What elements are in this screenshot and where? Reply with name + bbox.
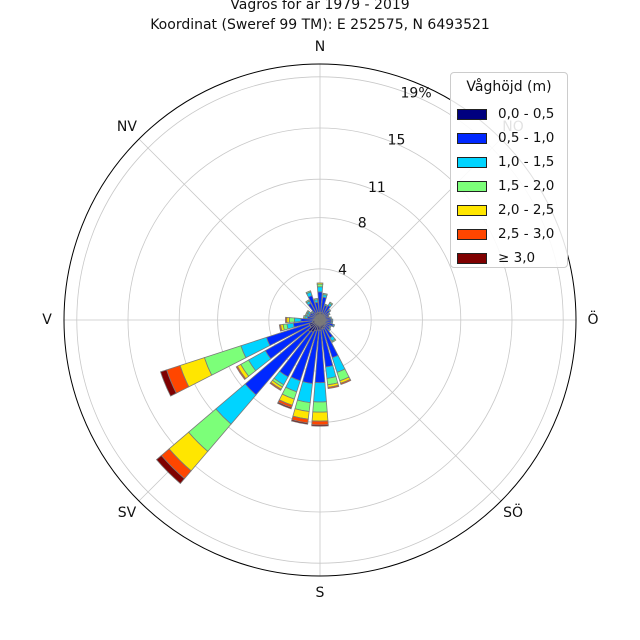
bar-segment-28-2 — [310, 310, 314, 314]
bar-segment-16-3 — [312, 401, 328, 413]
bar-segment-1-3 — [322, 292, 328, 296]
legend-label-2: 1,0 - 1,5 — [498, 154, 555, 170]
legend-label-1: 0,5 - 1,0 — [498, 130, 555, 146]
radial-tick-label-0: 4 — [338, 263, 347, 279]
legend-entry-0: 0,0 - 0,5 — [457, 106, 554, 122]
bar-segment-6-2 — [327, 315, 330, 318]
legend-swatch-6 — [457, 252, 487, 264]
bar-segment-16-4 — [311, 411, 329, 422]
legend: Våghöjd (m) 0,0 - 0,5 0,5 - 1,0 1,0 - 1,5 1… — [450, 72, 568, 268]
bar-segment-16-5 — [311, 420, 329, 426]
legend-swatch-4 — [457, 204, 487, 216]
legend-entry-4: 2,0 - 2,5 — [457, 202, 554, 218]
bar-segment-8-2 — [331, 318, 334, 322]
radial-tick-label-4: 19% — [401, 85, 432, 101]
direction-label-6: V — [42, 312, 52, 328]
bar-segment-11-2 — [328, 325, 332, 329]
bar-segment-0-2 — [316, 286, 324, 293]
legend-entry-5: 2,5 - 3,0 — [457, 226, 554, 242]
bar-segment-31-3 — [313, 297, 319, 301]
legend-swatch-1 — [457, 132, 487, 144]
bar-segment-25-3 — [303, 314, 306, 319]
bar-segment-15-2 — [325, 365, 337, 379]
bar-segment-0-4 — [316, 282, 324, 285]
legend-entry-2: 1,0 - 1,5 — [457, 154, 554, 170]
bar-segment-20-6 — [155, 454, 186, 485]
bar-segment-9-2 — [330, 320, 334, 324]
bar-segment-21-5 — [235, 365, 247, 380]
bar-segment-17-6 — [291, 419, 309, 425]
bar-segment-24-2 — [294, 317, 302, 323]
bar-segment-15-5 — [327, 384, 340, 390]
legend-entry-1: 0,5 - 1,0 — [457, 130, 554, 146]
bar-segment-30-3 — [305, 290, 312, 295]
grid-spoke-7 — [138, 138, 321, 321]
direction-label-3: SÖ — [503, 503, 523, 521]
polar-grid — [63, 63, 577, 577]
radial-tick-label-1: 8 — [358, 215, 367, 231]
bar-segment-22-6 — [160, 369, 177, 397]
legend-label-5: 2,5 - 3,0 — [498, 226, 555, 242]
bar-segment-3-3 — [328, 301, 334, 306]
legend-title: Våghöjd (m) — [466, 79, 552, 95]
bar-segment-26-3 — [304, 312, 308, 317]
bar-segment-2-2 — [324, 303, 329, 307]
bar-segment-4-2 — [327, 308, 332, 313]
bar-segment-12-2 — [327, 327, 332, 332]
bar-segment-7-2 — [329, 316, 332, 320]
bar-segment-16-6 — [311, 424, 329, 427]
outer-circle — [63, 63, 577, 577]
direction-label-2: Ö — [587, 310, 598, 328]
direction-label-0: N — [315, 39, 325, 55]
bar-segment-29-3 — [305, 299, 310, 304]
legend-label-0: 0,0 - 0,5 — [498, 106, 555, 122]
legend-label-3: 1,5 - 2,0 — [498, 178, 555, 194]
bar-segment-19-5 — [269, 381, 282, 391]
legend-entry-6: ≥ 3,0 — [457, 250, 535, 266]
bar-segment-24-3 — [288, 317, 295, 323]
legend-swatch-2 — [457, 156, 487, 168]
radial-tick-label-3: 15 — [388, 133, 406, 149]
bar-segment-16-2 — [313, 382, 327, 403]
legend-swatch-0 — [457, 108, 487, 120]
legend-label-6: ≥ 3,0 — [498, 250, 536, 266]
direction-label-5: SV — [118, 505, 137, 521]
bar-segment-14-5 — [340, 378, 352, 386]
legend-swatch-3 — [457, 180, 487, 192]
grid-spoke-3 — [319, 319, 502, 502]
direction-label-4: S — [316, 585, 325, 601]
direction-label-7: NV — [117, 119, 137, 135]
chart-title: Vågros för år 1979 - 2019 — [230, 0, 410, 13]
radial-tick-label-2: 11 — [368, 180, 386, 196]
legend-swatch-5 — [457, 228, 487, 240]
chart-subtitle: Koordinat (Sweref 99 TM): E 252575, N 64… — [150, 17, 490, 33]
bar-segment-27-3 — [306, 309, 310, 314]
legend-label-4: 2,0 - 2,5 — [498, 202, 555, 218]
wave-rose-bars — [155, 282, 352, 485]
bar-segment-24-5 — [285, 316, 288, 324]
bar-segment-5-2 — [327, 312, 331, 316]
bar-segment-13-3 — [331, 338, 337, 343]
legend-entry-3: 1,5 - 2,0 — [457, 178, 554, 194]
bar-segment-17-2 — [296, 381, 313, 404]
bar-segment-10-2 — [332, 323, 336, 328]
bar-segment-23-5 — [278, 324, 283, 332]
bar-segment-18-6 — [277, 401, 293, 410]
